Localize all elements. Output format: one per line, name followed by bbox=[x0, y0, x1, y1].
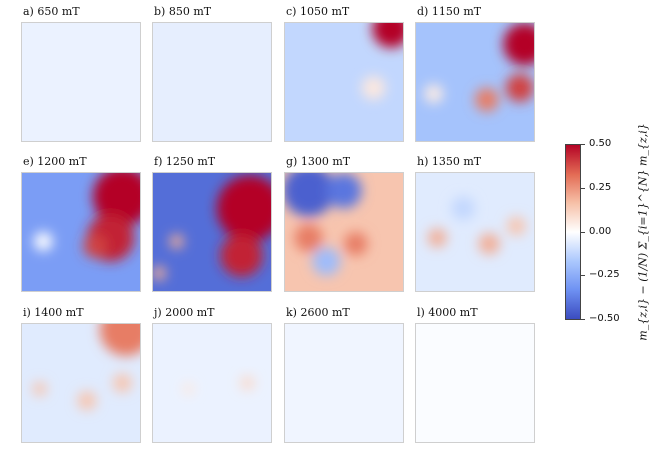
domain-blob bbox=[294, 223, 323, 253]
magnetization-panel bbox=[284, 323, 404, 443]
domain-blob bbox=[503, 23, 534, 66]
colorbar-tick bbox=[581, 231, 585, 233]
domain-blob bbox=[451, 196, 475, 221]
magnetization-panel bbox=[152, 323, 272, 443]
colorbar-tick bbox=[581, 275, 585, 277]
domain-blob bbox=[33, 232, 53, 251]
magnetization-panel bbox=[21, 22, 141, 142]
domain-blob bbox=[216, 175, 271, 242]
panel-label: a) 650 mT bbox=[23, 5, 80, 18]
panel-background bbox=[22, 23, 140, 141]
domain-blob bbox=[372, 23, 403, 48]
panel-label: l) 4000 mT bbox=[417, 306, 478, 319]
colorbar bbox=[565, 144, 581, 320]
colorbar-tick-label: 0.00 bbox=[589, 225, 612, 237]
panel-label: d) 1150 mT bbox=[417, 5, 482, 18]
domain-blob bbox=[427, 228, 447, 248]
domain-blob bbox=[285, 173, 335, 217]
panel-background bbox=[416, 324, 534, 442]
panel-background bbox=[153, 23, 271, 141]
domain-blob bbox=[92, 173, 140, 227]
panel-label: e) 1200 mT bbox=[23, 155, 87, 168]
domain-blob bbox=[240, 375, 255, 391]
panel-label: i) 1400 mT bbox=[23, 306, 84, 319]
domain-blob bbox=[506, 216, 526, 236]
colorbar-tick bbox=[581, 144, 585, 145]
colorbar-tick-label: −0.50 bbox=[589, 313, 620, 324]
domain-blob bbox=[220, 234, 263, 277]
panel-label: k) 2600 mT bbox=[286, 306, 350, 319]
domain-blob bbox=[77, 391, 97, 411]
domain-blob bbox=[326, 173, 362, 209]
domain-blob bbox=[99, 324, 140, 356]
colorbar-label: m_{z,i} − (1/N) Σ_{i=1}^{N} m_{z,i} bbox=[636, 123, 650, 341]
domain-blob bbox=[83, 234, 107, 258]
domain-blob bbox=[505, 73, 534, 103]
panel-label: j) 2000 mT bbox=[154, 306, 215, 319]
domain-blob bbox=[112, 373, 132, 393]
magnetization-panel bbox=[284, 172, 404, 292]
colorbar-tick-label: −0.25 bbox=[589, 269, 620, 281]
magnetization-panel bbox=[152, 172, 272, 292]
domain-blob bbox=[153, 266, 166, 281]
domain-blob bbox=[424, 84, 444, 104]
magnetization-panel bbox=[415, 22, 535, 142]
magnetization-panel bbox=[21, 323, 141, 443]
domain-blob bbox=[475, 87, 499, 112]
domain-blob bbox=[169, 234, 184, 249]
panel-label: b) 850 mT bbox=[154, 5, 212, 18]
domain-blob bbox=[361, 76, 386, 100]
colorbar-tick-label: 0.50 bbox=[589, 138, 612, 149]
panel-label: f) 1250 mT bbox=[154, 155, 216, 168]
magnetization-panel bbox=[284, 22, 404, 142]
panel-label: h) 1350 mT bbox=[417, 155, 482, 168]
domain-blob bbox=[344, 232, 368, 256]
domain-blob bbox=[182, 383, 195, 395]
domain-blob bbox=[32, 381, 47, 396]
colorbar-tick bbox=[581, 187, 585, 189]
magnetization-panel bbox=[21, 172, 141, 292]
domain-blob bbox=[478, 233, 500, 255]
magnetization-panel bbox=[415, 172, 535, 292]
domain-blob bbox=[312, 247, 341, 276]
panel-label: c) 1050 mT bbox=[286, 5, 350, 18]
panel-label: g) 1300 mT bbox=[286, 155, 351, 168]
colorbar-tick bbox=[581, 319, 585, 320]
panel-background bbox=[285, 324, 403, 442]
magnetization-panel bbox=[415, 323, 535, 443]
colorbar-tick-label: 0.25 bbox=[589, 181, 612, 193]
magnetization-panel bbox=[152, 22, 272, 142]
